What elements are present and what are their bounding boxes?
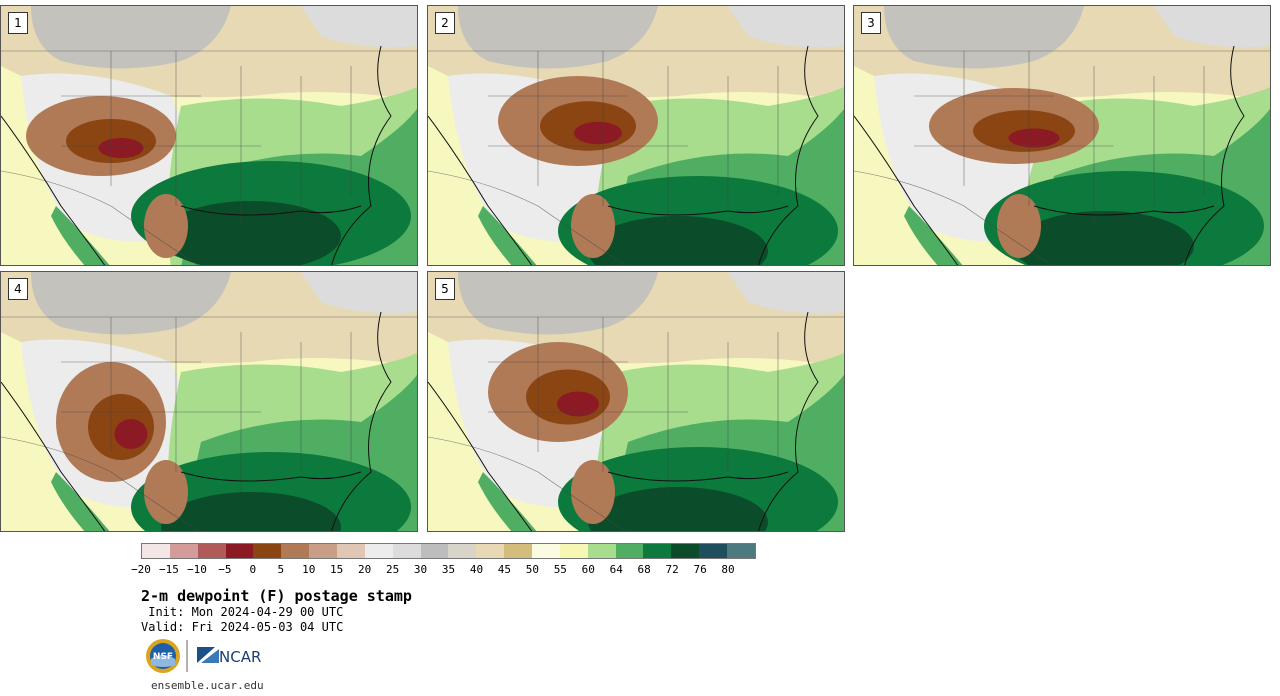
colorbar-swatch xyxy=(337,544,365,558)
colorbar-tick-label: 35 xyxy=(441,563,456,576)
map-panel-2: 2 xyxy=(427,5,845,266)
colorbar-swatch xyxy=(448,544,477,558)
colorbar-tick-label: 10 xyxy=(302,563,316,576)
logos: NSF NCAR xyxy=(146,639,261,673)
colorbar-swatch xyxy=(559,544,588,558)
colorbar-swatch xyxy=(281,544,310,558)
map-panel-5: 5 xyxy=(427,271,845,532)
dewpoint-map xyxy=(1,6,417,265)
map-panel-4: 4 xyxy=(0,271,418,532)
colorbar-swatch xyxy=(615,544,644,558)
colorbar-tick-label: −15 xyxy=(159,563,179,576)
colorbar-tick-label: 20 xyxy=(358,563,372,576)
colorbar-swatch xyxy=(225,544,254,558)
colorbar-tick-label: 76 xyxy=(693,563,707,576)
panel-number: 4 xyxy=(8,278,28,300)
nsf-logo-text: NSF xyxy=(153,652,173,662)
colorbar-swatch xyxy=(504,544,533,558)
colorbar-tick-label: 15 xyxy=(330,563,344,576)
colorbar-swatch xyxy=(392,544,421,558)
colorbar-tick-label: 64 xyxy=(609,563,623,576)
colorbar-swatch xyxy=(699,544,728,558)
ncar-logo-icon: NCAR xyxy=(197,647,261,666)
colorbar-tick-label: 55 xyxy=(553,563,567,576)
colorbar-tick-label: 68 xyxy=(637,563,651,576)
colorbar-swatch xyxy=(142,544,170,558)
init-time: Init: Mon 2024-04-29 00 UTC xyxy=(141,605,344,619)
colorbar-swatch xyxy=(476,544,505,558)
nsf-logo-icon: NSF xyxy=(146,639,180,673)
dewpoint-map xyxy=(428,6,844,265)
colorbar-swatch xyxy=(587,544,616,558)
colorbar-tick-label: 60 xyxy=(581,563,595,576)
panel-number: 3 xyxy=(861,12,881,34)
colorbar-swatch xyxy=(671,544,700,558)
colorbar-swatch xyxy=(309,544,338,558)
chart-title: 2-m dewpoint (F) postage stamp xyxy=(141,587,412,605)
colorbar-tick-label: −20 xyxy=(131,563,151,576)
colorbar-swatch xyxy=(197,544,226,558)
colorbar-swatch xyxy=(727,544,755,558)
colorbar-tick-label: 72 xyxy=(665,563,679,576)
colorbar-swatch xyxy=(420,544,449,558)
footer-url[interactable]: ensemble.ucar.edu xyxy=(151,679,264,692)
dewpoint-map xyxy=(428,272,844,531)
colorbar-tick-label: 30 xyxy=(413,563,428,576)
colorbar-tick-label: 50 xyxy=(525,563,539,576)
colorbar xyxy=(141,543,756,559)
map-panel-3: 3 xyxy=(853,5,1271,266)
ncar-logo-text: NCAR xyxy=(219,648,261,666)
map-panel-1: 1 xyxy=(0,5,418,266)
colorbar-tick-label: −10 xyxy=(186,563,207,576)
panel-number: 5 xyxy=(435,278,455,300)
colorbar-tick-label: 25 xyxy=(385,563,400,576)
colorbar-tick-label: 0 xyxy=(249,563,257,576)
colorbar-tick-label: −5 xyxy=(218,563,232,576)
colorbar-tick-label: 45 xyxy=(497,563,512,576)
valid-time: Valid: Fri 2024-05-03 04 UTC xyxy=(141,620,344,634)
colorbar-swatch xyxy=(643,544,672,558)
colorbar-tick-label: 40 xyxy=(469,563,484,576)
dewpoint-map xyxy=(1,272,417,531)
colorbar-swatch xyxy=(364,544,393,558)
panel-number: 2 xyxy=(435,12,455,34)
colorbar-swatch xyxy=(169,544,198,558)
colorbar-ticks: −20 −15 −10 −5 0 5 10 15 20 25 30 35 40 45 50 55 60 64 68 7… xyxy=(0,563,1280,577)
colorbar-swatch xyxy=(532,544,560,558)
colorbar-swatch xyxy=(253,544,282,558)
colorbar-tick-label: 5 xyxy=(277,563,285,576)
dewpoint-map xyxy=(854,6,1270,265)
panel-number: 1 xyxy=(8,12,28,34)
colorbar-tick-label: 80 xyxy=(721,563,735,576)
